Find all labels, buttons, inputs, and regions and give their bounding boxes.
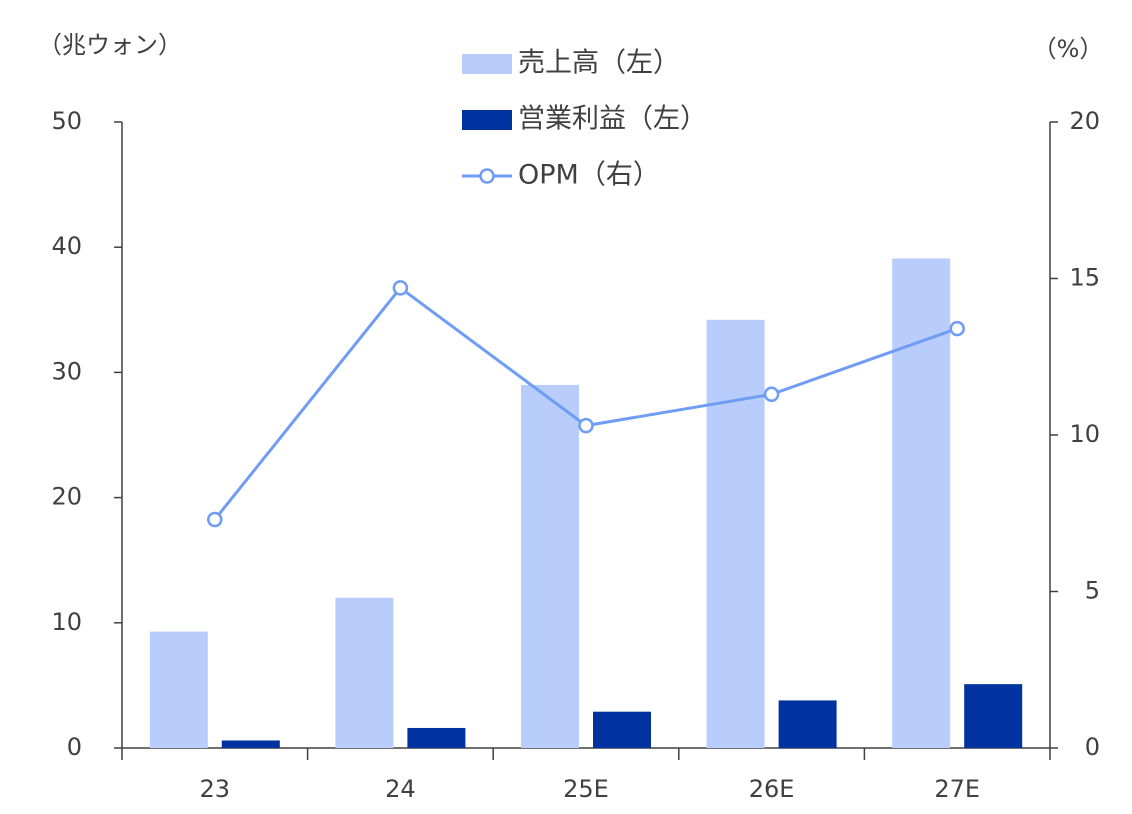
- bar: [706, 319, 765, 748]
- point: [578, 417, 594, 434]
- x-tick-label: 26E: [749, 775, 795, 803]
- line: [213, 285, 958, 521]
- bar: [149, 631, 208, 748]
- bar: [407, 727, 466, 748]
- legend-label: 売上高（左）: [518, 48, 680, 79]
- bar: [221, 740, 280, 748]
- bar: [335, 597, 394, 748]
- point: [207, 511, 223, 528]
- y2-tick-label: 15: [1069, 264, 1100, 292]
- bar: [964, 684, 1023, 748]
- y-tick-label: 50: [51, 107, 82, 135]
- bar: [778, 700, 837, 748]
- y2-tick-label: 20: [1069, 107, 1100, 135]
- y-tick-label: 30: [51, 357, 82, 385]
- point: [763, 386, 780, 403]
- bar: [593, 711, 651, 748]
- y-axis-label: （兆ウォン）: [38, 31, 182, 59]
- legend-label: OPM（右）: [518, 160, 660, 191]
- bar: [521, 384, 579, 748]
- y-tick-label: 0: [67, 733, 82, 761]
- y-tick-label: 20: [51, 483, 82, 511]
- y2-tick-label: 10: [1069, 420, 1100, 448]
- x-tick-label: 24: [385, 775, 416, 803]
- y2-tick-label: 0: [1085, 733, 1100, 761]
- y-tick-label: 40: [51, 232, 82, 260]
- legend-label: 営業利益（左）: [518, 104, 707, 135]
- legend-swatch: [479, 168, 495, 184]
- legend-swatch: [462, 110, 512, 130]
- x-tick-label: 23: [200, 775, 231, 803]
- x-tick-label: 25E: [563, 775, 609, 803]
- legend-swatch: [462, 54, 512, 74]
- y2-axis-label: （%）: [1033, 35, 1104, 63]
- bar: [892, 258, 951, 748]
- y-tick-label: 10: [51, 608, 82, 636]
- point: [949, 320, 965, 337]
- y2-tick-label: 5: [1085, 577, 1100, 605]
- point: [392, 280, 409, 296]
- x-tick-label: 27E: [934, 775, 980, 803]
